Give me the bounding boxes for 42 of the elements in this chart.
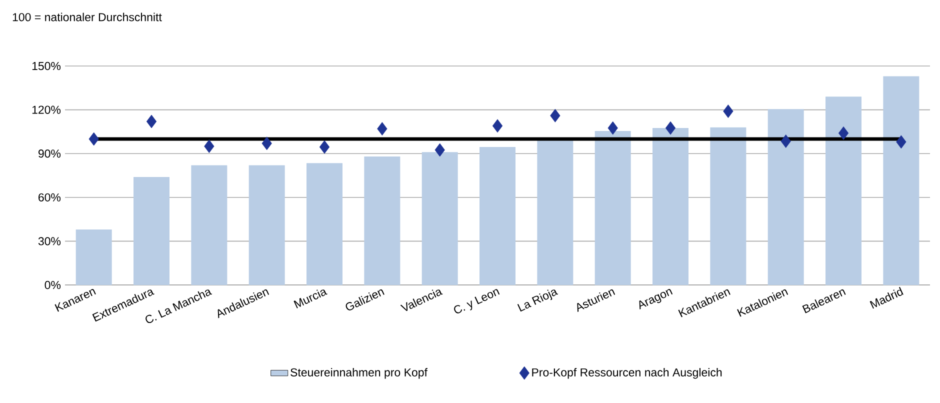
y-tick-label: 0%	[44, 280, 61, 290]
bar	[248, 165, 285, 285]
bar	[306, 163, 343, 285]
text: 100 = nationaler Durchschnitt	[12, 12, 162, 22]
bar	[480, 147, 516, 285]
bar	[710, 127, 746, 285]
bar	[191, 165, 228, 285]
bar	[826, 96, 862, 285]
point	[146, 114, 157, 128]
bar	[76, 230, 112, 285]
point	[723, 104, 734, 118]
bar	[883, 76, 920, 285]
y-tick-label: 150%	[32, 62, 61, 70]
point	[434, 143, 445, 157]
bar	[537, 140, 574, 285]
point	[665, 121, 676, 135]
legend-label: Steuereinnahmen pro Kopf	[290, 368, 428, 379]
point	[88, 132, 99, 146]
point	[204, 140, 214, 153]
bar	[134, 176, 170, 285]
y-tick-label: 30%	[38, 237, 61, 246]
x-tick-label: Murcia	[294, 290, 328, 308]
point	[550, 108, 560, 122]
point	[608, 121, 618, 135]
point	[780, 134, 791, 148]
y-tick-label: 120%	[32, 106, 61, 114]
point	[262, 136, 272, 150]
x-tick-label: C. y Leon	[454, 289, 500, 314]
x-tick-label: La Rioja	[517, 290, 558, 312]
point	[896, 135, 906, 149]
y-tick-label: 90%	[38, 150, 61, 158]
bar	[364, 156, 400, 285]
point	[319, 140, 330, 154]
point	[377, 122, 388, 136]
legend-label: Pro-Kopf Ressourcen nach Ausgleich	[532, 368, 722, 379]
point	[492, 119, 503, 133]
point	[838, 126, 849, 140]
bar	[594, 130, 631, 285]
bar	[422, 152, 458, 285]
bar	[768, 109, 804, 285]
y-tick-label: 60%	[38, 193, 61, 202]
bar	[652, 128, 689, 285]
